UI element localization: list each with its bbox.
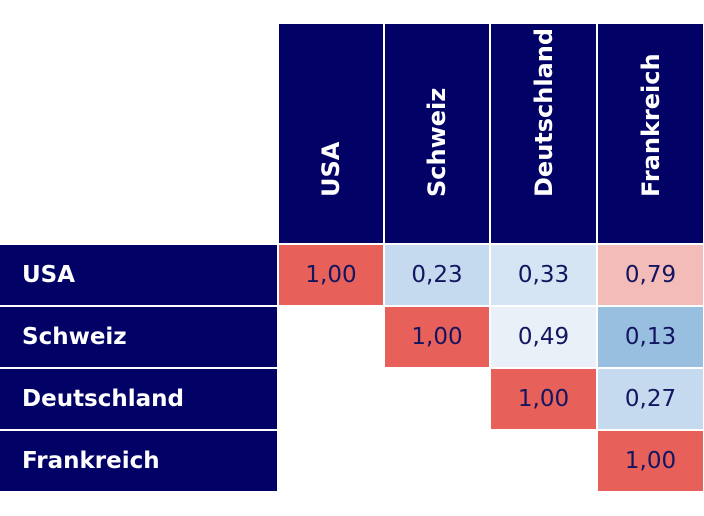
heatmap-cell: 0,33 bbox=[491, 245, 596, 305]
column-header-label: Frankreich bbox=[636, 53, 665, 197]
heatmap-cell: 1,00 bbox=[279, 245, 383, 305]
heatmap-cell: 0,23 bbox=[385, 245, 489, 305]
column-header-label: USA bbox=[317, 141, 345, 197]
heatmap-cell: 0,79 bbox=[598, 245, 703, 305]
column-header-usa: USA bbox=[279, 24, 383, 243]
row-header-schweiz: Schweiz bbox=[0, 307, 277, 367]
row-header-usa: USA bbox=[0, 245, 277, 305]
heatmap-cell: 1,00 bbox=[598, 431, 703, 491]
heatmap-cell: 0,13 bbox=[598, 307, 703, 367]
column-header-label: Schweiz bbox=[423, 87, 451, 197]
column-header-label: Deutschland bbox=[529, 27, 558, 197]
heatmap-cell: 0,27 bbox=[598, 369, 703, 429]
heatmap-cell: 1,00 bbox=[491, 369, 596, 429]
row-header-deutschland: Deutschland bbox=[0, 369, 277, 429]
column-header-schweiz: Schweiz bbox=[385, 24, 489, 243]
heatmap-cell: 1,00 bbox=[385, 307, 489, 367]
column-header-deutschland: Deutschland bbox=[491, 24, 596, 243]
heatmap-cell: 0,49 bbox=[491, 307, 596, 367]
row-header-frankreich: Frankreich bbox=[0, 431, 277, 491]
column-header-frankreich: Frankreich bbox=[598, 24, 703, 243]
